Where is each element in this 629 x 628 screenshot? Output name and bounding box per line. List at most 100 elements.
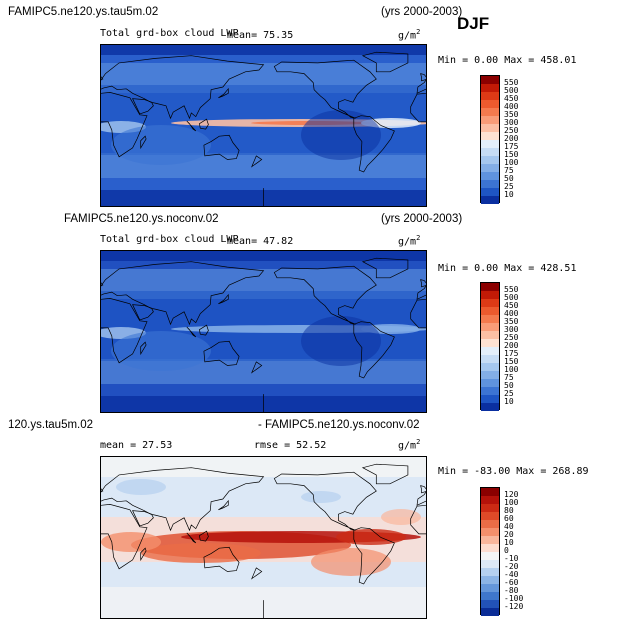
colorbar-level-label: -60 (504, 578, 519, 587)
panel2-unit: g/m2 (398, 234, 421, 248)
panel2-map (100, 250, 427, 413)
panel1-variable: Total grd-box cloud LWP (100, 28, 239, 39)
colorbar-swatch (481, 283, 499, 291)
colorbar-level-label: 175 (504, 349, 519, 358)
colorbar-level-label: 100 (504, 365, 519, 374)
colorbar-swatch (481, 387, 499, 395)
colorbar-level-label: 550 (504, 78, 519, 87)
colorbar-swatch (481, 299, 499, 307)
colorbar-level-label: 50 (504, 174, 514, 183)
colorbar-swatch (481, 124, 499, 132)
panel2-variable: Total grd-box cloud LWP (100, 234, 239, 245)
panel3-colorbar (480, 487, 500, 616)
colorbar-swatch (481, 536, 499, 544)
colorbar-level-label: -80 (504, 586, 519, 595)
colorbar-swatch (481, 164, 499, 172)
colorbar-level-label: 120 (504, 490, 519, 499)
colorbar-level-label: 350 (504, 317, 519, 326)
colorbar-level-label: 100 (504, 498, 519, 507)
colorbar-level-label: 50 (504, 381, 514, 390)
colorbar-level-label: 75 (504, 373, 514, 382)
panel3-unit: g/m2 (398, 438, 421, 452)
panel2-case-title: FAMIPC5.ne120.ys.noconv.02 (64, 213, 219, 225)
colorbar-swatch (481, 339, 499, 347)
map-field (101, 251, 426, 412)
colorbar-level-label: 25 (504, 389, 514, 398)
colorbar-level-label: 450 (504, 301, 519, 310)
colorbar-level-label: -120 (504, 602, 524, 611)
colorbar-level-label: 500 (504, 293, 519, 302)
panel1-map (100, 44, 427, 207)
colorbar-level-label: 450 (504, 94, 519, 103)
colorbar-level-label: 0 (504, 546, 509, 555)
panel3-case-title: 120.ys.tau5m.02 (8, 419, 94, 431)
colorbar-level-label: 400 (504, 102, 519, 111)
panel2-colorbar (480, 282, 500, 411)
panel1-mean: mean= 75.35 (227, 30, 294, 41)
colorbar-swatch (481, 108, 499, 116)
colorbar-swatch (481, 512, 499, 520)
colorbar-swatch (481, 84, 499, 92)
colorbar-swatch (481, 92, 499, 100)
colorbar-level-label: 550 (504, 285, 519, 294)
panel3-rmse: rmse = 52.52 (254, 440, 327, 451)
colorbar-swatch (481, 584, 499, 592)
colorbar-swatch (481, 140, 499, 148)
coastlines (101, 463, 426, 618)
colorbar-swatch (481, 544, 499, 552)
colorbar-level-label: 80 (504, 506, 514, 515)
colorbar-swatch (481, 379, 499, 387)
colorbar-swatch (481, 520, 499, 528)
panel3-mean: mean = 27.53 (100, 440, 173, 451)
colorbar-swatch (481, 576, 499, 584)
panel1-minmax: Min = 0.00 Max = 458.01 (438, 55, 577, 66)
colorbar-swatch (481, 132, 499, 140)
colorbar-swatch (481, 600, 499, 608)
map-field (101, 45, 426, 206)
colorbar-swatch (481, 347, 499, 355)
colorbar-swatch (481, 371, 499, 379)
colorbar-level-label: 300 (504, 118, 519, 127)
colorbar-level-label: 500 (504, 86, 519, 95)
panel3-map (100, 456, 427, 619)
coastlines (101, 51, 426, 206)
colorbar-level-label: 20 (504, 530, 514, 539)
colorbar-swatch (481, 395, 499, 403)
colorbar-swatch (481, 568, 499, 576)
coastlines (101, 257, 426, 412)
colorbar-swatch (481, 592, 499, 600)
panel3-minmax: Min = -83.00 Max = 268.89 (438, 466, 589, 477)
colorbar-swatch (481, 331, 499, 339)
colorbar-level-label: 150 (504, 357, 519, 366)
colorbar-swatch (481, 307, 499, 315)
colorbar-level-label: 200 (504, 341, 519, 350)
colorbar-swatch (481, 403, 499, 411)
panel1-case-title: FAMIPC5.ne120.ys.tau5m.02 (8, 6, 159, 18)
colorbar-level-label: 350 (504, 110, 519, 119)
panel2-years: (yrs 2000-2003) (381, 213, 463, 225)
colorbar-swatch (481, 323, 499, 331)
colorbar-swatch (481, 180, 499, 188)
colorbar-swatch (481, 488, 499, 496)
colorbar-level-label: 100 (504, 158, 519, 167)
colorbar-level-label: 40 (504, 522, 514, 531)
colorbar-swatch (481, 496, 499, 504)
colorbar-level-label: 10 (504, 538, 514, 547)
colorbar-swatch (481, 156, 499, 164)
colorbar-level-label: 200 (504, 134, 519, 143)
colorbar-swatch (481, 560, 499, 568)
colorbar-level-label: -100 (504, 594, 524, 603)
colorbar-level-label: -40 (504, 570, 519, 579)
colorbar-level-label: 400 (504, 309, 519, 318)
colorbar-swatch (481, 172, 499, 180)
colorbar-level-label: -10 (504, 554, 519, 563)
colorbar-swatch (481, 291, 499, 299)
colorbar-swatch (481, 196, 499, 204)
colorbar-level-label: 300 (504, 325, 519, 334)
panel1-years: (yrs 2000-2003) (381, 6, 463, 18)
colorbar-level-label: 175 (504, 142, 519, 151)
colorbar-swatch (481, 528, 499, 536)
colorbar-level-label: 10 (504, 397, 514, 406)
panel3-years: - FAMIPC5.ne120.ys.noconv.02 (258, 419, 420, 431)
colorbar-level-label: 60 (504, 514, 514, 523)
